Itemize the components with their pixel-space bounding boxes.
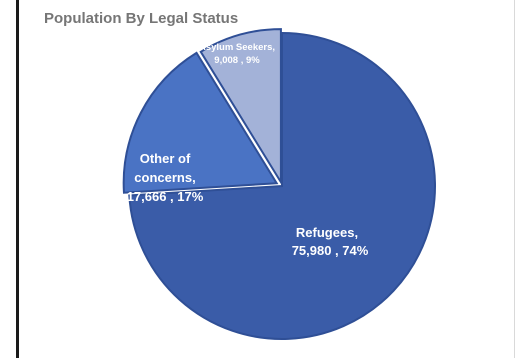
label-refugees-name: Refugees,	[296, 225, 358, 240]
left-border	[16, 0, 19, 358]
label-other-value: 17,666 , 17%	[127, 189, 204, 204]
slice-refugees	[128, 31, 436, 340]
label-asylum-value: 9,008 , 9%	[214, 55, 260, 66]
right-border	[514, 0, 515, 358]
chart-title: Population By Legal Status	[44, 10, 239, 27]
slice-other-of-concerns	[122, 51, 279, 194]
label-refugees-value: 75,980 , 74%	[292, 243, 369, 258]
label-asylum-name: Asylum Seekers,	[199, 42, 275, 53]
slice-asylum-seekers	[199, 28, 282, 186]
label-other-name-2: concerns,	[134, 170, 195, 185]
label-other-name-1: Other of	[140, 151, 191, 166]
